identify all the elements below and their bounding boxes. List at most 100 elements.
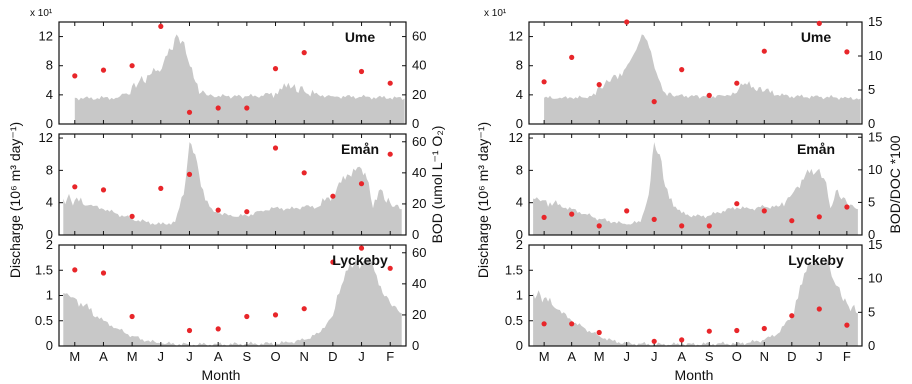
- right-tick-label: 15: [868, 129, 882, 144]
- data-point: [72, 267, 78, 273]
- data-point: [706, 92, 712, 98]
- data-point: [158, 185, 164, 191]
- data-point: [734, 80, 740, 86]
- data-point: [387, 80, 393, 86]
- panel-left-ume: 0 4 8 12 0 20 40 60 Ume: [39, 21, 426, 131]
- panel-left-emån: 0 4 8 12 0 20 40 60 Emån BOD (umol L⁻¹ O₂): [39, 126, 445, 244]
- data-point: [301, 170, 307, 176]
- right-ylabel-left: Discharge (10⁶ m³ day⁻¹): [475, 122, 491, 278]
- left-tick-label: 12: [509, 130, 523, 145]
- left-tick-label: 8: [516, 58, 523, 73]
- data-point: [569, 321, 575, 327]
- data-point: [358, 245, 365, 251]
- month-tick-label: D: [787, 349, 796, 364]
- data-point: [100, 270, 107, 276]
- right-tick-label: 20: [412, 196, 426, 211]
- right-tick-label: 20: [412, 87, 426, 102]
- right-mult-label: x 10¹: [484, 8, 507, 19]
- axes-frame: [58, 133, 407, 236]
- month-tick-label: S: [705, 349, 714, 364]
- left-tick-label: 0: [516, 338, 523, 353]
- data-point: [761, 48, 767, 54]
- left-tick-label: 12: [509, 29, 523, 44]
- right-ylabel: BOD (umol L⁻¹ O₂): [429, 126, 445, 244]
- data-point: [272, 312, 279, 318]
- data-point: [272, 66, 279, 72]
- data-point: [541, 79, 547, 85]
- left-tick-label: 0: [46, 227, 53, 242]
- right-tick-label: 5: [868, 304, 875, 319]
- right-tick-label: 40: [412, 58, 426, 73]
- data-point: [569, 211, 575, 217]
- right-tick-label: 40: [412, 276, 426, 291]
- data-point: [186, 327, 193, 334]
- right-tick-label: 10: [868, 48, 882, 63]
- data-point: [387, 265, 393, 271]
- right-tick-label: 0: [412, 227, 419, 242]
- data-point: [129, 313, 135, 320]
- right-tick-label: 0: [412, 338, 419, 353]
- right-tick-label: 10: [868, 162, 882, 177]
- month-tick-label: J: [623, 349, 630, 364]
- left-tick-label: 0: [516, 227, 523, 242]
- data-point: [358, 181, 365, 187]
- data-point: [129, 63, 135, 69]
- left-tick-label: 8: [516, 162, 523, 177]
- station-label: Emån: [797, 141, 835, 157]
- axes-frame: [58, 21, 407, 125]
- data-point: [706, 328, 712, 334]
- discharge-area: [63, 257, 402, 346]
- right-tick-label: 0: [868, 227, 875, 242]
- data-point: [596, 329, 602, 336]
- data-point: [624, 19, 630, 25]
- month-tick-label: O: [732, 349, 742, 364]
- data-point: [244, 313, 250, 320]
- month-tick-label: M: [69, 349, 80, 364]
- data-point: [734, 327, 740, 334]
- month-tick-label: A: [99, 349, 108, 364]
- data-point: [186, 109, 193, 115]
- axes-frame: [528, 133, 863, 236]
- left-tick-label: 0: [46, 116, 53, 131]
- panel-right-emån: 0 4 8 12 0 5 10 15 Emån BOD/DOC *100: [509, 129, 903, 242]
- month-tick-label: M: [539, 349, 550, 364]
- right-ylabel: BOD/DOC *100: [887, 135, 903, 233]
- left-tick-label: 1: [46, 288, 53, 303]
- data-point: [330, 193, 336, 199]
- data-point: [72, 73, 78, 79]
- station-label: Ume: [345, 29, 376, 45]
- left-tick-label: 0: [46, 338, 53, 353]
- right-tick-label: 15: [868, 237, 882, 252]
- left-tick-label: 2: [516, 237, 523, 252]
- right-tick-label: 60: [412, 245, 426, 260]
- data-point: [651, 338, 657, 344]
- left-xlabel: Month: [202, 367, 241, 383]
- left-mult-label: x 10¹: [30, 8, 53, 19]
- left-tick-label: 2: [46, 237, 53, 252]
- discharge-area: [63, 142, 402, 235]
- axes-frame: [528, 21, 863, 125]
- left-tick-label: 4: [46, 195, 53, 210]
- right-tick-label: 10: [868, 271, 882, 286]
- data-point: [301, 306, 307, 312]
- data-point: [679, 223, 685, 229]
- month-tick-label: F: [386, 349, 394, 364]
- right-tick-label: 60: [412, 29, 426, 44]
- month-tick-label: A: [677, 349, 686, 364]
- data-point: [816, 20, 822, 26]
- month-tick-label: N: [760, 349, 769, 364]
- station-label: Lyckeby: [332, 252, 388, 268]
- data-point: [789, 313, 795, 319]
- month-tick-label: M: [594, 349, 605, 364]
- data-point: [387, 151, 393, 157]
- left-tick-label: 8: [46, 162, 53, 177]
- data-point: [844, 49, 850, 55]
- right-tick-label: 0: [868, 116, 875, 131]
- data-point: [541, 214, 547, 220]
- data-point: [789, 218, 795, 224]
- right-tick-label: 20: [412, 307, 426, 322]
- month-tick-label: A: [214, 349, 223, 364]
- station-label: Ume: [801, 29, 832, 45]
- left-tick-label: 4: [516, 195, 523, 210]
